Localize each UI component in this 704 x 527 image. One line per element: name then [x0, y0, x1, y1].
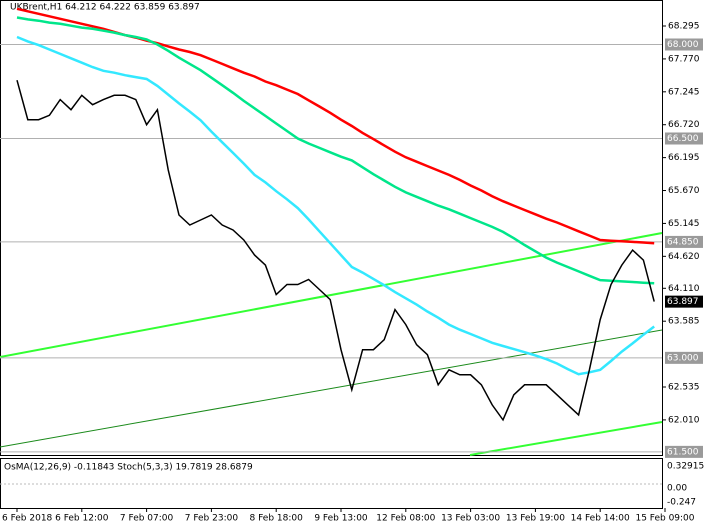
level-label: 64.850	[667, 237, 699, 247]
level-label: 63.000	[667, 353, 699, 363]
y-tick-label: 66.195	[668, 153, 700, 163]
x-tick-label: 6 Feb 2018	[2, 514, 53, 524]
chart-title: UKBrent,H1 64.212 64.222 63.859 63.897	[10, 3, 200, 13]
level-box	[665, 445, 703, 458]
last-price-label: 63.897	[667, 297, 699, 307]
indicator-axis-label: 0.00	[667, 484, 687, 494]
last-price-box	[665, 295, 703, 308]
y-tick-label: 64.110	[668, 284, 700, 294]
y-tick-label: 63.585	[668, 317, 700, 327]
channel-line	[0, 329, 663, 448]
x-tick-label: 12 Feb 08:00	[376, 514, 435, 524]
x-tick-label: 7 Feb 07:00	[120, 514, 174, 524]
channel-line	[469, 421, 663, 456]
x-tick-label: 14 Feb 14:00	[571, 514, 630, 524]
indicator-axis-label: 0.32915	[667, 462, 704, 472]
x-tick-label: 15 Feb 09:00	[635, 514, 694, 524]
level-label: 61.500	[667, 447, 699, 457]
indicator-axis-label: -0.247	[667, 498, 696, 508]
price-line	[16, 80, 655, 422]
y-tick-label: 65.670	[668, 186, 700, 196]
price-line	[16, 35, 655, 376]
channel-line	[0, 232, 663, 358]
indicator-label: OsMA(12,26,9) -0.11843 Stoch(5,3,3) 19.7…	[4, 463, 253, 473]
level-box	[665, 132, 703, 145]
y-tick-label: 62.535	[668, 383, 700, 393]
y-tick-label: 67.770	[668, 54, 700, 64]
y-tick-label: 62.010	[668, 415, 700, 425]
level-label: 66.500	[667, 134, 699, 144]
level-box	[665, 38, 703, 51]
y-tick-label: 64.620	[668, 252, 700, 262]
level-label: 68.000	[667, 40, 699, 50]
price-line	[16, 16, 655, 285]
main-frame	[0, 0, 663, 456]
y-tick-label: 65.145	[668, 219, 700, 229]
x-tick-label: 13 Feb 03:00	[441, 514, 500, 524]
y-tick-label: 67.245	[668, 87, 700, 97]
y-tick-label: 68.295	[668, 22, 700, 32]
x-tick-label: 9 Feb 13:00	[314, 514, 368, 524]
x-tick-label: 13 Feb 19:00	[506, 514, 565, 524]
y-tick-label: 66.720	[668, 120, 700, 130]
x-tick-label: 6 Feb 12:00	[55, 514, 109, 524]
level-box	[665, 235, 703, 248]
x-tick-label: 7 Feb 23:00	[185, 514, 239, 524]
level-box	[665, 351, 703, 364]
x-tick-label: 8 Feb 18:00	[250, 514, 304, 524]
